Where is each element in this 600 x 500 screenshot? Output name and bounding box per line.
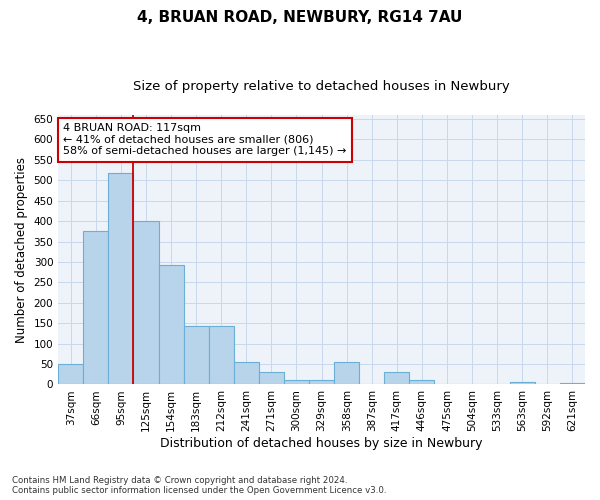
Text: 4 BRUAN ROAD: 117sqm
← 41% of detached houses are smaller (806)
58% of semi-deta: 4 BRUAN ROAD: 117sqm ← 41% of detached h… [64, 123, 347, 156]
Bar [83, 231, 109, 384]
Text: 4, BRUAN ROAD, NEWBURY, RG14 7AU: 4, BRUAN ROAD, NEWBURY, RG14 7AU [137, 10, 463, 25]
Bar [58, 364, 83, 384]
Bar [284, 380, 309, 384]
Y-axis label: Number of detached properties: Number of detached properties [15, 156, 28, 342]
Bar [334, 362, 359, 384]
Bar [259, 372, 284, 384]
Bar [209, 326, 234, 384]
Bar [133, 220, 158, 384]
Bar [109, 172, 133, 384]
Bar [234, 362, 259, 384]
Bar [158, 265, 184, 384]
Text: Contains HM Land Registry data © Crown copyright and database right 2024.
Contai: Contains HM Land Registry data © Crown c… [12, 476, 386, 495]
Bar [184, 326, 209, 384]
Bar [560, 383, 585, 384]
Title: Size of property relative to detached houses in Newbury: Size of property relative to detached ho… [133, 80, 510, 93]
Bar [409, 380, 434, 384]
Bar [510, 382, 535, 384]
Bar [309, 380, 334, 384]
Bar [385, 372, 409, 384]
X-axis label: Distribution of detached houses by size in Newbury: Distribution of detached houses by size … [160, 437, 483, 450]
